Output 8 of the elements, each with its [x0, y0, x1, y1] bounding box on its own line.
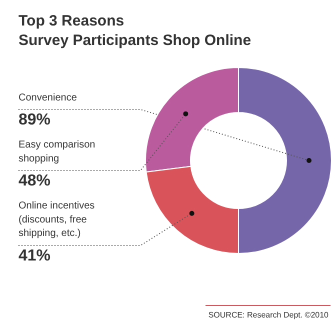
data-label: 41% [18, 248, 51, 264]
slice-label: Easy comparison shopping [18, 140, 96, 164]
data-label: 89% [18, 112, 51, 128]
data-label: 48% [18, 172, 51, 190]
source-note: SOURCE: Research Dept. ©2010 [208, 310, 330, 320]
chart-title: Top 3 Reasons Survey Participants Shop Online [18, 12, 252, 50]
slice-label: Online incentives (discounts, free shipping, etc.) [18, 200, 95, 239]
slice-label: Convenience [18, 92, 78, 104]
